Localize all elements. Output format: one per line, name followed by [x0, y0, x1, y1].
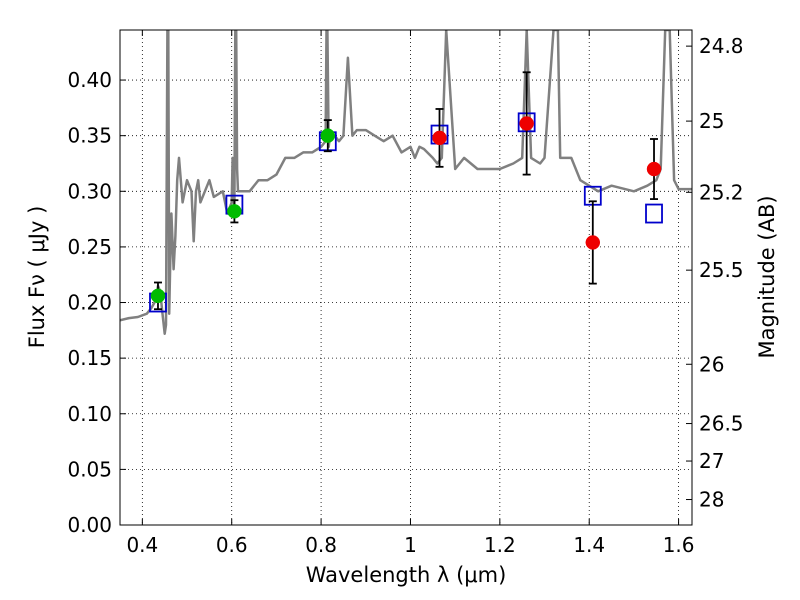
data-point-marker	[227, 204, 242, 219]
data-point-marker	[320, 128, 336, 143]
right-tick-label: 27	[699, 449, 724, 473]
x-tick-label: 1.6	[663, 533, 695, 557]
y-tick-label: 0.35	[67, 124, 112, 148]
right-tick-label: 26	[699, 352, 724, 376]
x-tick-label: 1.4	[573, 533, 605, 557]
axis-tick-labels: 0.4 0.6 0.8 1 1.2 1.4 1.6 0.00 0.05 0.10 0.15 0.20 0…	[67, 34, 743, 557]
y-tick-label: 0.25	[67, 235, 112, 259]
right-tick-label: 25.2	[699, 180, 744, 204]
y-tick-label: 0.15	[67, 346, 112, 370]
x-tick-label: 0.6	[216, 533, 248, 557]
model-square-marker	[645, 203, 663, 224]
x-tick-label: 0.8	[305, 533, 337, 557]
y-tick-label: 0.05	[67, 457, 112, 481]
spectrum-line	[120, 30, 692, 335]
data-point-marker	[585, 235, 601, 250]
right-tick-label: 26.5	[699, 412, 744, 436]
right-axis-label: Magnitude (AB)	[755, 195, 779, 358]
y-tick-label: 0.40	[67, 68, 112, 92]
x-tick-label: 1	[404, 533, 417, 557]
y-axis-label: Flux Fν ( μJy )	[25, 206, 49, 349]
y-tick-label: 0.30	[67, 179, 112, 203]
right-tick-label: 24.8	[699, 34, 744, 58]
y-tick-label: 0.10	[67, 402, 112, 426]
data-point-marker	[646, 161, 662, 177]
right-tick-label: 28	[699, 488, 724, 512]
axis-ticks	[120, 30, 692, 526]
plot-area	[120, 30, 692, 335]
y-tick-label: 0.20	[67, 291, 112, 315]
plot-frame	[119, 29, 693, 526]
data-point-marker	[432, 130, 447, 146]
data-points-layer	[150, 116, 662, 304]
right-tick-label: 25.5	[699, 258, 744, 282]
right-tick-label: 25	[699, 109, 724, 133]
spectrum-layer	[120, 30, 692, 335]
x-tick-label: 1.2	[484, 533, 516, 557]
data-point-marker	[519, 116, 534, 131]
y-tick-label: 0.00	[67, 513, 112, 537]
x-axis-label: Wavelength λ (μm)	[306, 563, 507, 587]
data-point-marker	[150, 288, 166, 304]
x-tick-label: 0.4	[126, 533, 158, 557]
